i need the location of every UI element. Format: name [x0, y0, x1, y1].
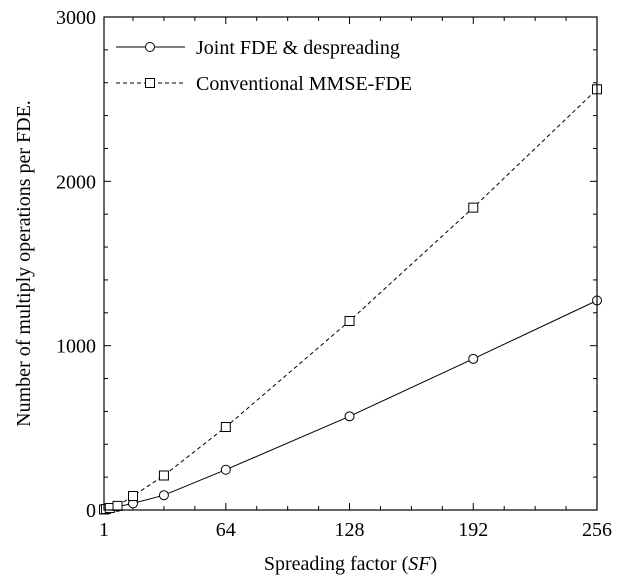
data-point-square [158, 470, 169, 481]
x-tick-label: 64 [216, 519, 236, 541]
series-line-1 [103, 88, 598, 510]
series-line-0 [103, 300, 598, 510]
data-point-circle [158, 490, 169, 501]
x-axis-label: Spreading factor (SF) [264, 553, 437, 575]
legend-item-joint: Joint FDE & despreading [116, 37, 400, 59]
data-point-square [112, 500, 123, 511]
data-point-circle [468, 353, 479, 364]
x-tick-label: 192 [458, 519, 488, 541]
legend-label-joint: Joint FDE & despreading [196, 37, 400, 59]
y-tick-label: 3000 [56, 7, 96, 29]
y-tick-label: 2000 [56, 171, 96, 193]
tick-labels: 1 64 128 192 256 0 1000 2000 3000 [56, 7, 612, 541]
x-tick-label: 1 [99, 519, 109, 541]
data-point-square [468, 202, 479, 213]
x-tick-label: 128 [335, 519, 365, 541]
legend-label-conventional: Conventional MMSE-FDE [196, 73, 412, 95]
data-point-circle [344, 411, 355, 422]
data-point-circle [220, 464, 231, 475]
legend-item-conventional: Conventional MMSE-FDE [116, 73, 412, 95]
legend-square-marker-icon [145, 78, 155, 88]
legend-circle-marker-icon [145, 42, 155, 52]
legend: Joint FDE & despreading Conventional MMS… [116, 37, 412, 95]
data-point-square [344, 316, 355, 327]
y-tick-label: 1000 [56, 336, 96, 358]
data-point-square [220, 422, 231, 433]
y-axis-label: Number of multiply operations per FDE. [13, 100, 35, 427]
plot-frame [103, 16, 598, 511]
y-tick-label: 0 [86, 500, 96, 522]
x-tick-label: 256 [582, 519, 612, 541]
x-axis-label-italic: SF [408, 553, 431, 575]
series-layer [99, 84, 602, 515]
x-axis-label-main: Spreading factor ( [264, 553, 409, 575]
minor-ticks [104, 17, 597, 510]
x-axis-label-tail: ) [430, 553, 437, 575]
data-point-square [128, 491, 138, 502]
